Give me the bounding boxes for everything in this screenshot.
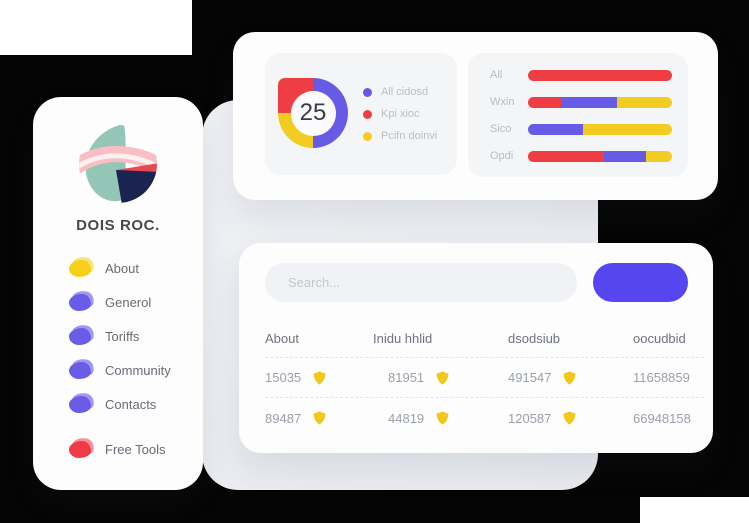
sidebar-item-label: Contacts <box>105 396 157 412</box>
sidebar-item-label: About <box>105 260 139 276</box>
bar-row: All <box>490 67 672 83</box>
column-header: About <box>265 331 299 346</box>
bar-label: Opdi <box>490 150 514 162</box>
table-card: About Inidu hhlid dsodsiub oocudbid 1503… <box>239 243 713 453</box>
bar-track <box>528 150 672 162</box>
legend-label: All cidosd <box>381 86 429 98</box>
legend-dot-icon <box>363 131 372 141</box>
bar-segment <box>528 69 672 81</box>
column-header: Inidu hhlid <box>373 331 433 346</box>
legend-dot-icon <box>363 109 372 119</box>
primary-action-button[interactable] <box>593 263 688 302</box>
table-cell: 15035 <box>265 370 373 385</box>
sidebar-item-label: Community <box>105 362 171 378</box>
bar-segment <box>528 150 605 162</box>
shield-icon <box>563 411 576 425</box>
search-input[interactable] <box>265 263 577 302</box>
legend-item: Pcifn doinvi <box>363 129 437 143</box>
sidebar-item-contacts[interactable]: Contacts <box>69 387 203 421</box>
column-header: oocudbid <box>633 331 686 346</box>
table-cell: 89487 <box>265 411 373 426</box>
table-row[interactable]: 15035 81951 491547 11658859 <box>265 358 704 398</box>
bar-segment <box>604 150 647 162</box>
data-table: About Inidu hhlid dsodsiub oocudbid 1503… <box>265 320 704 438</box>
background-shape-bottom-right <box>640 497 749 523</box>
donut-chart: 25 <box>278 78 348 148</box>
table-cell: 491547 <box>508 370 633 385</box>
bar-track <box>528 96 672 108</box>
blob-icon <box>69 435 96 458</box>
stacked-bars-panel: All Wxin Sico <box>468 53 688 177</box>
shield-icon <box>313 411 326 425</box>
bar-track <box>528 123 672 135</box>
bar-row: Wxin <box>490 94 672 110</box>
sidebar-item-label: Toriffs <box>105 328 140 344</box>
sidebar-menu: About Generol Toriffs Community <box>33 251 203 466</box>
sidebar-item-label: Free Tools <box>105 441 166 457</box>
legend-label: Kpi xioc <box>381 108 420 120</box>
background-shape-top-left <box>0 0 192 55</box>
bar-segment <box>646 150 672 162</box>
bar-label: All <box>490 69 503 81</box>
sidebar-item-generol[interactable]: Generol <box>69 285 203 319</box>
sidebar-item-community[interactable]: Community <box>69 353 203 387</box>
blob-icon <box>69 356 96 379</box>
legend-dot-icon <box>363 87 372 97</box>
bar-segment <box>561 96 617 108</box>
blob-icon <box>69 288 96 311</box>
blob-icon <box>69 254 96 277</box>
legend-item: All cidosd <box>363 85 437 99</box>
legend-item: Kpi xioc <box>363 107 437 121</box>
bar-segment <box>528 123 584 135</box>
logo <box>77 123 159 205</box>
blob-icon <box>69 390 96 413</box>
bar-label: Wxin <box>490 96 515 108</box>
shield-icon <box>563 370 576 385</box>
brand-logo-icon <box>79 125 157 203</box>
stacked-bar-chart: All Wxin Sico <box>468 53 688 164</box>
donut-center-value: 25 <box>290 90 336 136</box>
bar-track <box>528 69 672 81</box>
table-cell: 11658859 <box>633 370 690 385</box>
bar-label: Sico <box>490 123 512 135</box>
table-cell: 44819 <box>373 411 508 426</box>
brand-name: DOIS ROC. <box>76 217 160 234</box>
donut-chart-panel: 25 All cidosd Kpi xioc Pcifn doinvi <box>265 53 457 175</box>
sidebar-item-about[interactable]: About <box>69 251 203 285</box>
table-cell: 81951 <box>373 370 508 385</box>
sidebar: DOIS ROC. About Generol Toriffs <box>33 97 203 490</box>
donut-legend: All cidosd Kpi xioc Pcifn doinvi <box>363 85 437 143</box>
bar-segment <box>616 96 672 108</box>
column-header: dsodsiub <box>508 331 561 346</box>
table-cell: 66948158 <box>633 410 691 426</box>
table-header-row: About Inidu hhlid dsodsiub oocudbid <box>265 320 704 358</box>
sidebar-item-free-tools[interactable]: Free Tools <box>69 432 203 466</box>
charts-card: 25 All cidosd Kpi xioc Pcifn doinvi All <box>233 32 718 200</box>
bar-row: Sico <box>490 121 672 137</box>
bar-row: Opdi <box>490 148 672 164</box>
sidebar-item-toriffs[interactable]: Toriffs <box>69 319 203 353</box>
bar-segment <box>583 123 672 135</box>
legend-label: Pcifn doinvi <box>381 130 438 142</box>
bar-segment <box>528 96 562 108</box>
table-cell: 120587 <box>508 411 633 426</box>
shield-icon <box>436 370 449 385</box>
shield-icon <box>313 370 326 385</box>
blob-icon <box>69 322 96 345</box>
table-row[interactable]: 89487 44819 120587 66948158 <box>265 398 704 438</box>
shield-icon <box>436 411 449 425</box>
sidebar-item-label: Generol <box>105 294 152 310</box>
